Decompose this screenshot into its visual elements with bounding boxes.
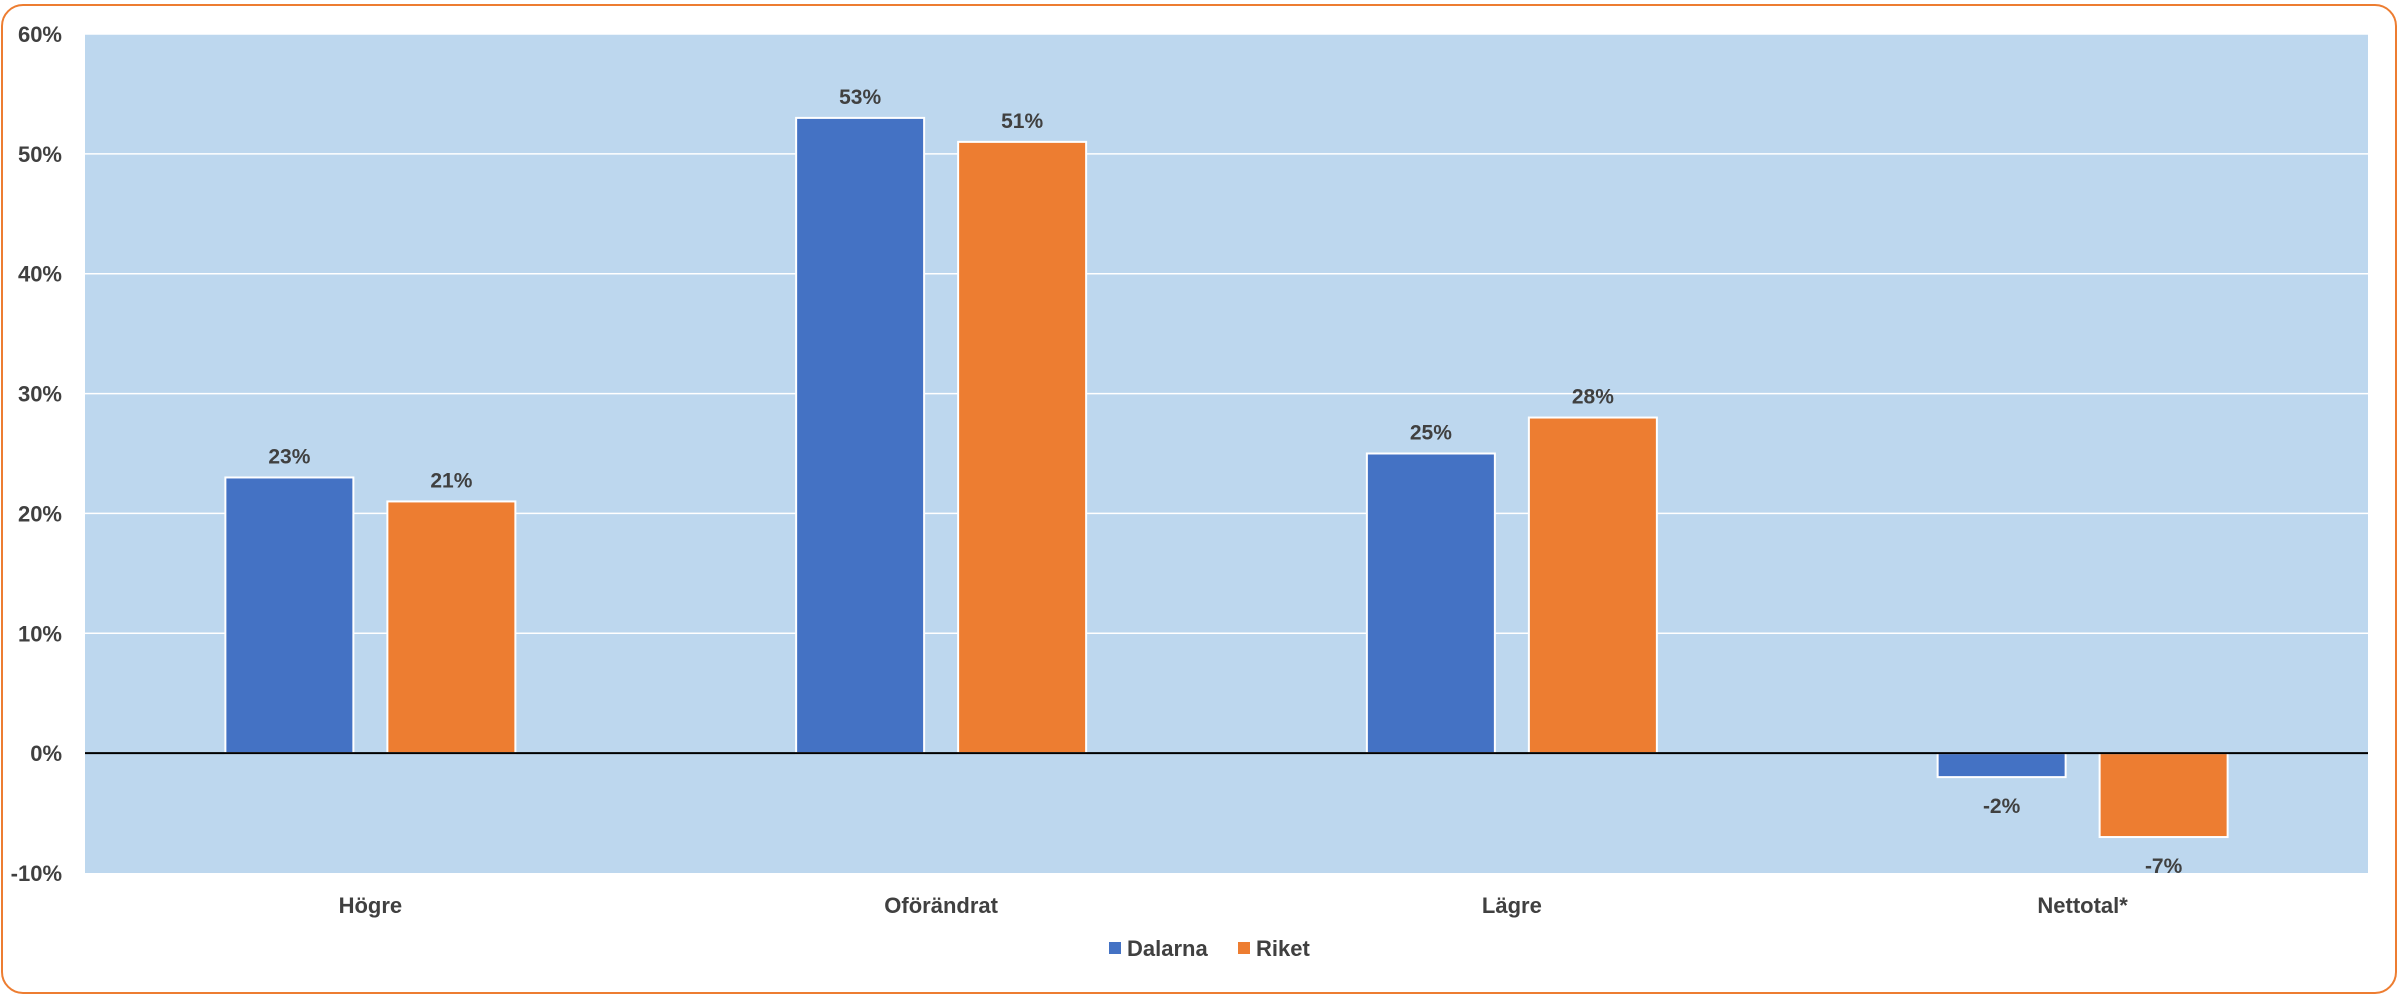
data-labels: 23% 21% 53% 51% 25% 28% -2% -7% — [268, 86, 2182, 878]
y-tick-label: 60% — [18, 22, 62, 47]
data-label: 23% — [268, 445, 310, 468]
bar-dalarna — [1365, 452, 1496, 755]
bar-dalarna — [224, 476, 355, 755]
data-label: 51% — [1001, 110, 1043, 133]
bars — [224, 116, 2229, 839]
bar-dalarna — [1936, 752, 2067, 779]
bar-riket — [1527, 416, 1658, 755]
x-axis-category-labels: Högre Oförändrat Lägre Nettotal* — [339, 893, 2129, 918]
legend-label-dalarna: Dalarna — [1127, 936, 1208, 961]
bar-riket — [2098, 752, 2229, 839]
data-label: 21% — [430, 469, 472, 492]
data-label: 53% — [839, 86, 881, 109]
data-label: -7% — [2145, 855, 2183, 878]
y-tick-label: 30% — [18, 382, 62, 407]
data-label: 28% — [1572, 386, 1614, 409]
x-category-label: Högre — [339, 893, 403, 918]
data-label: 25% — [1410, 422, 1452, 445]
data-label: -2% — [1983, 795, 2021, 818]
x-category-label: Lägre — [1482, 893, 1542, 918]
y-tick-label: 20% — [18, 501, 62, 526]
y-tick-label: 40% — [18, 262, 62, 287]
y-axis-tick-labels: -10% 0% 10% 20% 30% 40% 50% 60% — [11, 22, 62, 886]
legend-swatch-riket — [1238, 942, 1250, 954]
legend-swatch-dalarna — [1109, 942, 1121, 954]
bar-riket — [386, 500, 517, 755]
x-category-label: Nettotal* — [2037, 893, 2128, 918]
y-tick-label: 10% — [18, 621, 62, 646]
legend: Dalarna Riket — [1109, 936, 1310, 961]
bar-riket — [957, 140, 1088, 755]
legend-label-riket: Riket — [1256, 936, 1310, 961]
bar-dalarna — [795, 116, 926, 755]
y-tick-label: -10% — [11, 861, 62, 886]
y-tick-label: 50% — [18, 142, 62, 167]
y-tick-label: 0% — [30, 741, 62, 766]
x-category-label: Oförändrat — [884, 893, 998, 918]
